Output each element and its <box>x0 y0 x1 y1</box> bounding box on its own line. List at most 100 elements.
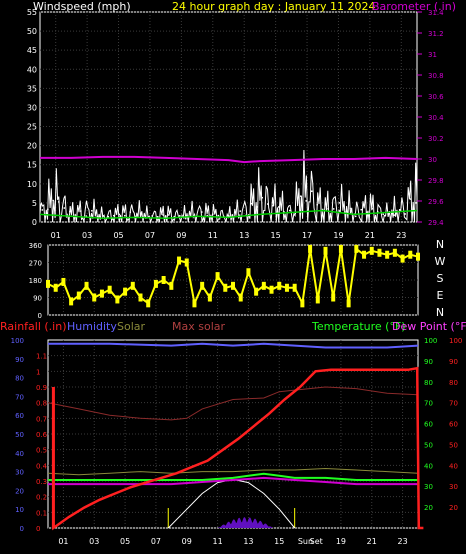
average-wind-series-line <box>39 209 418 219</box>
gust-point <box>387 212 390 215</box>
rainfall-series-line <box>52 366 424 531</box>
gust-point <box>349 207 351 210</box>
direction-point <box>238 293 243 302</box>
gust-point <box>239 210 241 212</box>
gust-point <box>250 202 252 205</box>
temperature-tick-label: 50 <box>424 441 433 449</box>
gust-point <box>338 202 340 204</box>
gust-point <box>58 201 60 203</box>
direction-tick-label: 0 <box>38 312 42 320</box>
rain-tick-label: 0.1 <box>36 509 47 517</box>
direction-point <box>161 276 166 284</box>
gust-point <box>228 215 230 218</box>
rain-tick-label: 0.6 <box>36 431 48 439</box>
rainfall-axis-title: Rainfall (.in) <box>0 320 67 333</box>
gust-point <box>162 214 165 216</box>
direction-point <box>207 293 212 302</box>
humidity-tick-label: 0 <box>20 525 24 533</box>
compass-label: N <box>436 306 444 319</box>
direction-point <box>354 244 359 253</box>
rain-tick-label: 0.9 <box>36 384 47 392</box>
rain-tick-label: 0 <box>36 525 40 533</box>
humidity-tick-label: 60 <box>15 412 24 420</box>
direction-point <box>84 281 89 290</box>
gust-point <box>63 207 66 209</box>
wind-tick-label: 20 <box>27 142 37 151</box>
direction-point <box>146 299 151 308</box>
direction-tick-label: 180 <box>29 277 42 285</box>
gust-point <box>206 214 209 217</box>
direction-point <box>284 283 289 292</box>
wind-x-tick-label: 23 <box>396 231 406 240</box>
gust-point <box>376 211 379 213</box>
climate-x-tick-label: 23 <box>397 537 407 546</box>
gust-point <box>52 199 55 202</box>
rain-tick-label: 0.2 <box>36 494 47 502</box>
barometer-tick-label: 30.8 <box>428 72 444 80</box>
direction-point <box>269 285 274 294</box>
gust-point <box>409 198 412 200</box>
compass-label: E <box>437 289 444 302</box>
direction-point <box>369 246 374 255</box>
temperature-series-line <box>48 472 418 481</box>
gust-point <box>382 213 384 216</box>
wind-tick-label: 10 <box>27 180 37 189</box>
humidity-tick-label: 50 <box>15 431 24 439</box>
gust-point <box>261 196 263 199</box>
dewpoint-tick-label: 90 <box>449 358 458 366</box>
gust-point <box>124 214 126 217</box>
temperature-tick-label: 90 <box>424 358 433 366</box>
gust-point <box>41 209 44 211</box>
barometer-axis-title: Barometer (.in) <box>372 0 456 13</box>
humidity-tick-label: 80 <box>15 375 24 383</box>
gust-point <box>190 212 192 215</box>
compass-label: W <box>435 255 446 268</box>
gust-point <box>360 208 362 211</box>
dewpoint-tick-label: 100 <box>449 337 462 345</box>
wind-tick-label: 55 <box>27 8 37 17</box>
direction-point <box>123 287 128 296</box>
direction-point <box>200 281 205 290</box>
gust-point <box>151 215 154 217</box>
gust-point <box>85 215 88 217</box>
humidity-series-line <box>48 342 419 349</box>
dewpoint-series-line <box>48 476 418 486</box>
direction-tick-label: 90 <box>33 295 42 303</box>
gust-point <box>310 190 313 192</box>
humidity-tick-label: 10 <box>15 506 24 514</box>
dewpoint-tick-label: 80 <box>449 379 458 387</box>
dewpoint-tick-label: 20 <box>449 504 458 512</box>
humidity-tick-label: 70 <box>15 393 24 401</box>
gust-point <box>327 208 329 210</box>
windspeed-axis-title: Windspeed (mph) <box>33 0 131 13</box>
direction-point <box>99 289 104 298</box>
barometer-tick-label: 31 <box>428 51 437 59</box>
humidity-tick-label: 40 <box>15 450 24 458</box>
wind-tick-label: 40 <box>27 65 37 74</box>
direction-point <box>400 254 405 263</box>
climate-x-tick-label: 05 <box>120 537 130 546</box>
compass-label: N <box>436 238 444 251</box>
wind-x-tick-label: 09 <box>176 231 186 240</box>
dewpoint-tick-label: 40 <box>449 462 458 470</box>
gust-point <box>96 215 99 218</box>
gust-point <box>102 215 104 217</box>
wind-tick-label: 45 <box>27 46 37 55</box>
gust-point <box>217 214 220 217</box>
direction-point <box>53 283 58 292</box>
temperature-tick-label: 40 <box>424 462 433 470</box>
tick-labels-layer: 051015202530354045505529.429.629.83030.2… <box>11 8 463 546</box>
direction-point <box>292 283 297 292</box>
direction-point <box>385 250 390 259</box>
direction-point <box>215 272 220 281</box>
barometer-tick-label: 31.4 <box>428 9 444 17</box>
climate-x-tick-label: 13 <box>243 537 253 546</box>
gust-point <box>179 215 181 217</box>
barometer-tick-label: 30.6 <box>428 93 444 101</box>
gust-point <box>332 208 335 210</box>
rain-tick-label: 0.3 <box>36 478 47 486</box>
max-solar-axis-title: Max solar <box>172 320 225 333</box>
wind-tick-label: 0 <box>32 218 37 227</box>
barometer-tick-label: 30.2 <box>428 135 444 143</box>
gust-point <box>398 209 401 211</box>
